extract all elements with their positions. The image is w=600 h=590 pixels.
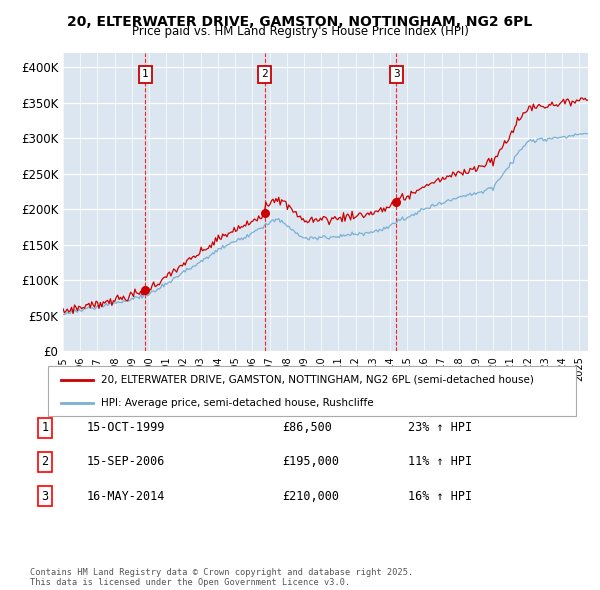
Text: 16-MAY-2014: 16-MAY-2014: [87, 490, 166, 503]
FancyBboxPatch shape: [48, 366, 576, 416]
Text: 2: 2: [41, 455, 49, 468]
Text: 2: 2: [261, 70, 268, 80]
Text: 20, ELTERWATER DRIVE, GAMSTON, NOTTINGHAM, NG2 6PL: 20, ELTERWATER DRIVE, GAMSTON, NOTTINGHA…: [67, 15, 533, 29]
Text: 16% ↑ HPI: 16% ↑ HPI: [408, 490, 472, 503]
Text: 11% ↑ HPI: 11% ↑ HPI: [408, 455, 472, 468]
Text: 20, ELTERWATER DRIVE, GAMSTON, NOTTINGHAM, NG2 6PL (semi-detached house): 20, ELTERWATER DRIVE, GAMSTON, NOTTINGHA…: [101, 375, 533, 385]
Text: £210,000: £210,000: [282, 490, 339, 503]
Text: 15-SEP-2006: 15-SEP-2006: [87, 455, 166, 468]
Text: 23% ↑ HPI: 23% ↑ HPI: [408, 421, 472, 434]
Text: Contains HM Land Registry data © Crown copyright and database right 2025.
This d: Contains HM Land Registry data © Crown c…: [30, 568, 413, 587]
Text: £86,500: £86,500: [282, 421, 332, 434]
Text: Price paid vs. HM Land Registry's House Price Index (HPI): Price paid vs. HM Land Registry's House …: [131, 25, 469, 38]
Text: 3: 3: [41, 490, 49, 503]
Text: 3: 3: [393, 70, 400, 80]
Text: 1: 1: [142, 70, 149, 80]
Text: 15-OCT-1999: 15-OCT-1999: [87, 421, 166, 434]
Text: 1: 1: [41, 421, 49, 434]
Text: £195,000: £195,000: [282, 455, 339, 468]
Text: HPI: Average price, semi-detached house, Rushcliffe: HPI: Average price, semi-detached house,…: [101, 398, 373, 408]
